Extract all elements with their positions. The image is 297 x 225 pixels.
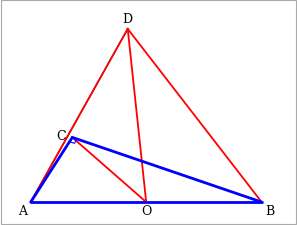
Text: C: C <box>56 129 66 142</box>
Text: B: B <box>265 204 274 217</box>
Text: A: A <box>18 204 27 217</box>
Text: O: O <box>141 204 151 217</box>
Text: D: D <box>123 13 133 26</box>
